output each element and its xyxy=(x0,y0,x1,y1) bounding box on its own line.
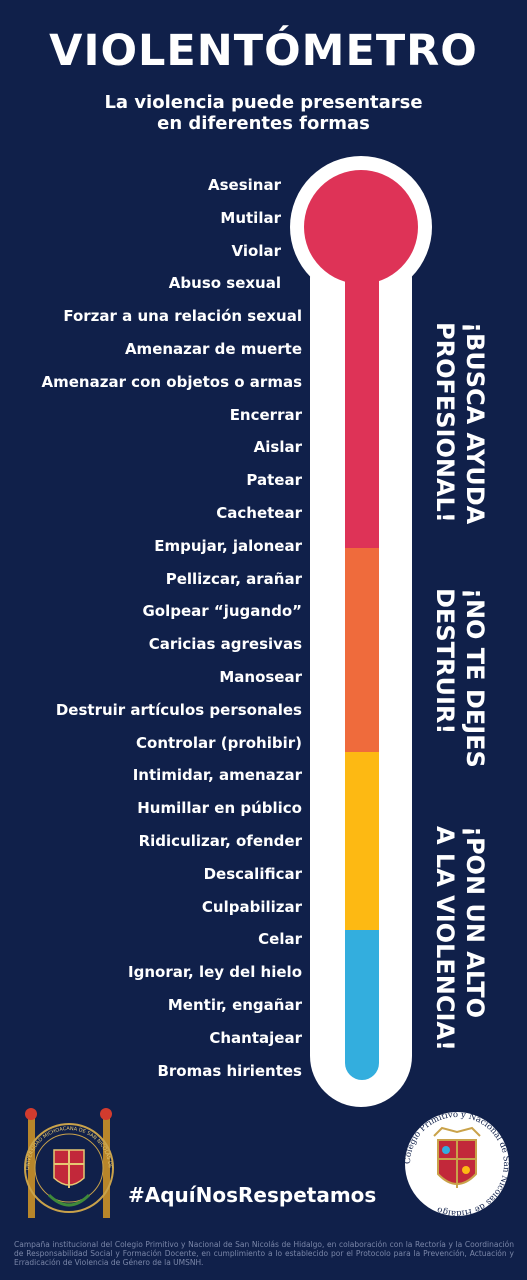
level-tick xyxy=(313,479,328,482)
level-tick xyxy=(313,1036,328,1039)
segment-blue xyxy=(345,930,379,1080)
level-label: Violar xyxy=(231,241,281,260)
side-message-orange: ¡NO TE DEJES DESTRUIR! xyxy=(430,588,490,768)
level-label: Destruir artículos personales xyxy=(55,700,302,719)
level-label: Controlar (prohibir) xyxy=(136,733,302,752)
level-label: Aislar xyxy=(253,438,302,457)
level-label: Empujar, jalonear xyxy=(154,536,302,555)
level-label: Pellizcar, arañar xyxy=(165,569,302,588)
level-label: Mutilar xyxy=(220,208,281,227)
segment-yellow xyxy=(345,752,379,932)
level-tick xyxy=(313,774,328,777)
level-label: Amenazar de muerte xyxy=(124,340,302,358)
side-message-orange-line-1: ¡NO TE DEJES xyxy=(461,588,489,768)
level-tick xyxy=(313,905,328,908)
level-label: Golpear “jugando” xyxy=(142,602,302,621)
side-message-red-line-1: ¡BUSCA AYUDA xyxy=(461,322,489,525)
level-tick xyxy=(313,610,328,613)
level-label: Descalificar xyxy=(203,864,302,883)
level-tick xyxy=(313,446,328,449)
level-tick xyxy=(313,1069,328,1072)
segment-red xyxy=(345,225,379,550)
level-tick xyxy=(313,512,328,514)
page-title: VIOLENTÓMETRO xyxy=(49,26,478,76)
level-label: Ignorar, ley del hielo xyxy=(128,963,302,982)
level-tick xyxy=(313,1004,328,1006)
level-tick xyxy=(313,380,328,383)
level-label: Celar xyxy=(258,930,302,949)
level-tick xyxy=(313,840,328,842)
level-label: Forzar a una relación sexual xyxy=(63,307,302,326)
level-label: Bromas hirientes xyxy=(157,1061,302,1080)
subtitle-line-2: en diferentes formas xyxy=(157,113,370,134)
umsnh-seal-logo: UNIVERSIDAD MICHOACANA DE SAN NICOLÁS DE… xyxy=(14,1100,114,1218)
level-tick xyxy=(313,348,328,350)
level-tick xyxy=(313,938,328,941)
side-message-orange-line-2: DESTRUIR! xyxy=(431,588,459,735)
side-message-yellow: ¡PON UN ALTO A LA VIOLENCIA! xyxy=(430,826,490,1051)
level-label: Chantajear xyxy=(209,1028,302,1047)
side-message-red-line-2: PROFESIONAL! xyxy=(431,322,459,523)
level-label: Manosear xyxy=(219,668,302,686)
level-label: Asesinar xyxy=(208,176,281,194)
colegio-seal-logo: Colegio Primitivo y Nacional de San Nico… xyxy=(403,1110,511,1218)
side-message-red: ¡BUSCA AYUDA PROFESIONAL! xyxy=(430,322,490,524)
level-tick xyxy=(313,544,328,547)
hashtag: #AquíNosRespetamos xyxy=(128,1183,377,1207)
level-label: Ridiculizar, ofender xyxy=(138,832,302,850)
subtitle-line-1: La violencia puede presentarse xyxy=(104,92,423,113)
level-tick xyxy=(313,676,328,678)
side-message-yellow-line-2: A LA VIOLENCIA! xyxy=(431,826,459,1051)
level-label: Amenazar con objetos o armas xyxy=(41,372,303,391)
level-tick xyxy=(313,872,328,875)
level-tick xyxy=(313,807,328,810)
level-label: Intimidar, amenazar xyxy=(132,766,302,785)
side-message-yellow-line-1: ¡PON UN ALTO xyxy=(461,826,489,1018)
segment-orange xyxy=(345,548,379,754)
level-label: Abuso sexual xyxy=(168,274,281,293)
level-label: Caricias agresivas xyxy=(148,635,302,654)
level-tick xyxy=(313,741,328,744)
level-label: Humillar en público xyxy=(137,799,302,818)
level-label: Patear xyxy=(246,471,302,490)
level-tick xyxy=(313,413,328,416)
level-tick xyxy=(313,971,328,974)
level-label: Encerrar xyxy=(229,405,302,424)
level-label: Mentir, engañar xyxy=(167,996,302,1014)
level-label: Culpabilizar xyxy=(201,897,302,916)
level-tick xyxy=(313,643,328,646)
page-subtitle: La violencia puede presentarse en difere… xyxy=(0,92,527,134)
level-tick xyxy=(313,577,328,580)
footer-disclaimer: Campaña institucional del Colegio Primit… xyxy=(14,1240,514,1267)
level-tick xyxy=(313,708,328,711)
level-tick xyxy=(313,315,328,318)
level-label: Cachetear xyxy=(216,504,302,522)
